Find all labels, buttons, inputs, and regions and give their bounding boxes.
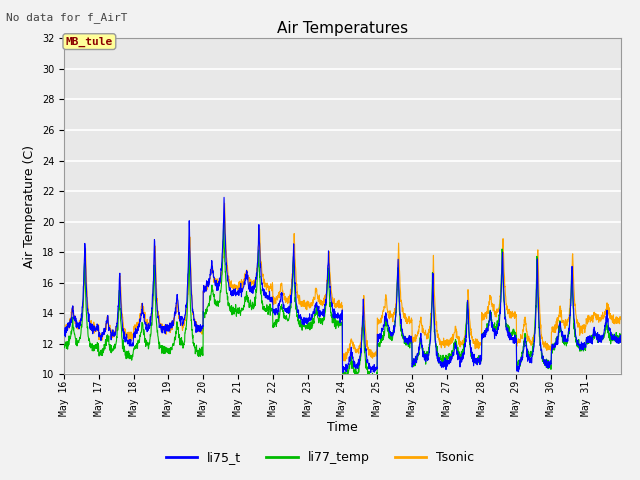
Line: Tsonic: Tsonic (64, 203, 621, 361)
Title: Air Temperatures: Air Temperatures (277, 21, 408, 36)
li75_t (542, 359, 550, 365)
li77_temp (511, 332, 518, 337)
li77_temp (368, 378, 376, 384)
li77_temp (236, 310, 244, 315)
li77_temp (60, 342, 68, 348)
Tsonic (617, 316, 625, 322)
Tsonic (542, 346, 550, 351)
li77_temp (609, 335, 617, 340)
Tsonic (341, 358, 349, 364)
Tsonic (60, 327, 68, 333)
X-axis label: Time: Time (327, 421, 358, 434)
li75_t (609, 336, 617, 341)
li75_t (236, 289, 244, 295)
li77_temp (220, 219, 228, 225)
Line: li77_temp: li77_temp (64, 222, 621, 381)
li77_temp (116, 293, 124, 299)
li77_temp (376, 339, 384, 345)
li75_t (617, 337, 625, 343)
Y-axis label: Air Temperature (C): Air Temperature (C) (23, 145, 36, 268)
li77_temp (542, 362, 550, 368)
li75_t (116, 272, 124, 278)
Tsonic (236, 284, 244, 290)
li77_temp (617, 332, 625, 337)
Tsonic (376, 317, 384, 323)
Text: No data for f_AirT: No data for f_AirT (6, 12, 128, 23)
Tsonic (609, 312, 617, 318)
Legend: li75_t, li77_temp, Tsonic: li75_t, li77_temp, Tsonic (161, 446, 479, 469)
Text: MB_tule: MB_tule (66, 36, 113, 47)
Tsonic (511, 312, 518, 317)
li75_t (367, 370, 374, 375)
li75_t (376, 335, 384, 340)
Line: li75_t: li75_t (64, 197, 621, 372)
Tsonic (116, 286, 124, 292)
li75_t (60, 333, 68, 338)
li75_t (511, 340, 518, 346)
li75_t (220, 194, 228, 200)
Tsonic (221, 200, 228, 206)
